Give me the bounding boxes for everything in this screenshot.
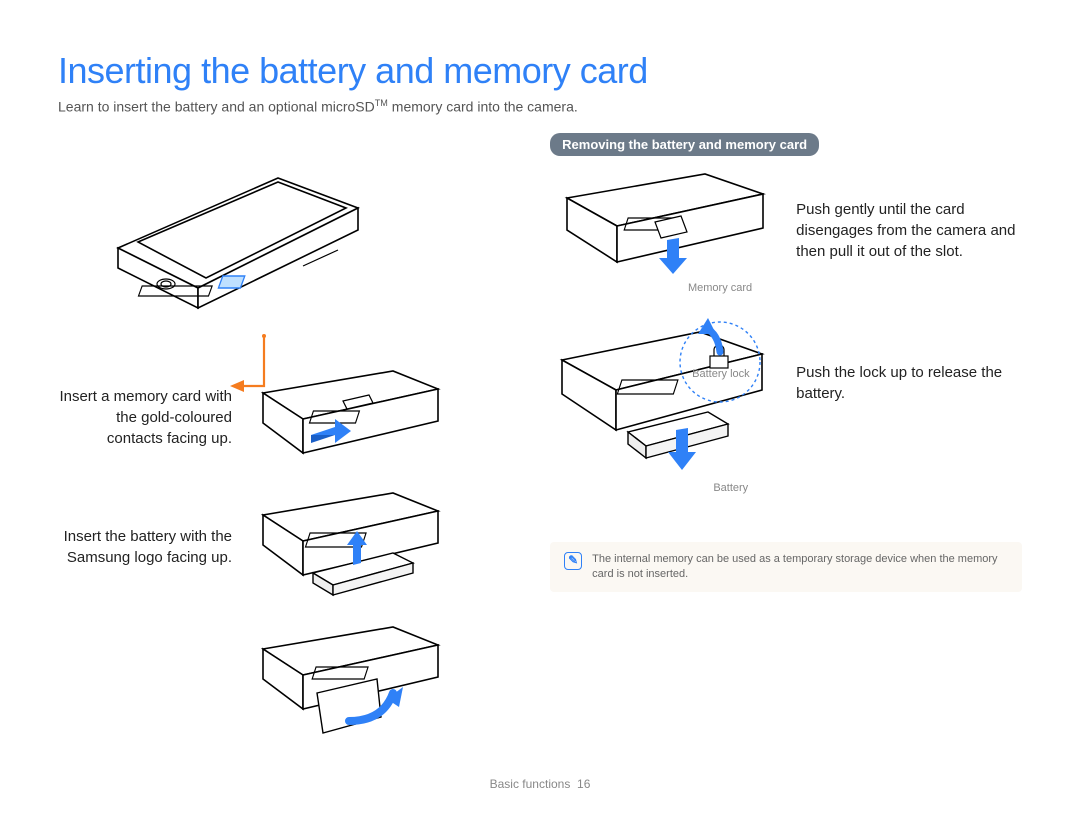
illus-insert-battery — [248, 487, 448, 607]
illus-remove-memcard: Memory card — [550, 166, 780, 296]
row-remove-memcard: Memory card Push gently until the card d… — [550, 166, 1022, 296]
battlock-small-label: Battery lock — [692, 368, 749, 380]
row-close-door — [58, 621, 510, 741]
trademark: TM — [375, 98, 388, 108]
illus-remove-battery: Battery lock Battery — [550, 312, 780, 512]
page-footer: Basic functions 16 — [0, 777, 1080, 791]
removing-pill: Removing the battery and memory card — [550, 133, 819, 156]
illus-close-door — [248, 621, 448, 741]
row-insert-battery: Insert the battery with the Samsung logo… — [58, 487, 510, 607]
note-box: ✎ The internal memory can be used as a t… — [550, 542, 1022, 593]
arrow-orange-icon — [224, 331, 304, 421]
left-column: Insert a memory card with the gold-colou… — [58, 133, 510, 755]
subtitle-suffix: memory card into the camera. — [388, 99, 578, 115]
right-column: Removing the battery and memory card — [550, 133, 1022, 755]
battery-small-label: Battery — [713, 482, 748, 494]
insert-battery-text: Insert the battery with the Samsung logo… — [58, 526, 248, 568]
footer-page: 16 — [577, 777, 590, 791]
remove-battery-text: Push the lock up to release the battery. — [796, 312, 1022, 404]
remove-memcard-text: Push gently until the card disengages fr… — [796, 199, 1022, 262]
page-title: Inserting the battery and memory card — [58, 50, 1022, 92]
row-remove-battery: Battery lock Battery Push the lock up to… — [550, 312, 1022, 512]
footer-section: Basic functions — [490, 777, 571, 791]
note-icon: ✎ — [564, 552, 582, 570]
page-subtitle: Learn to insert the battery and an optio… — [58, 98, 1022, 115]
note-text: The internal memory can be used as a tem… — [592, 552, 1008, 583]
memcard-small-label: Memory card — [688, 282, 752, 294]
illus-camera-iso — [68, 133, 388, 323]
subtitle-prefix: Learn to insert the battery and an optio… — [58, 99, 375, 115]
insert-memcard-text: Insert a memory card with the gold-colou… — [58, 386, 248, 449]
